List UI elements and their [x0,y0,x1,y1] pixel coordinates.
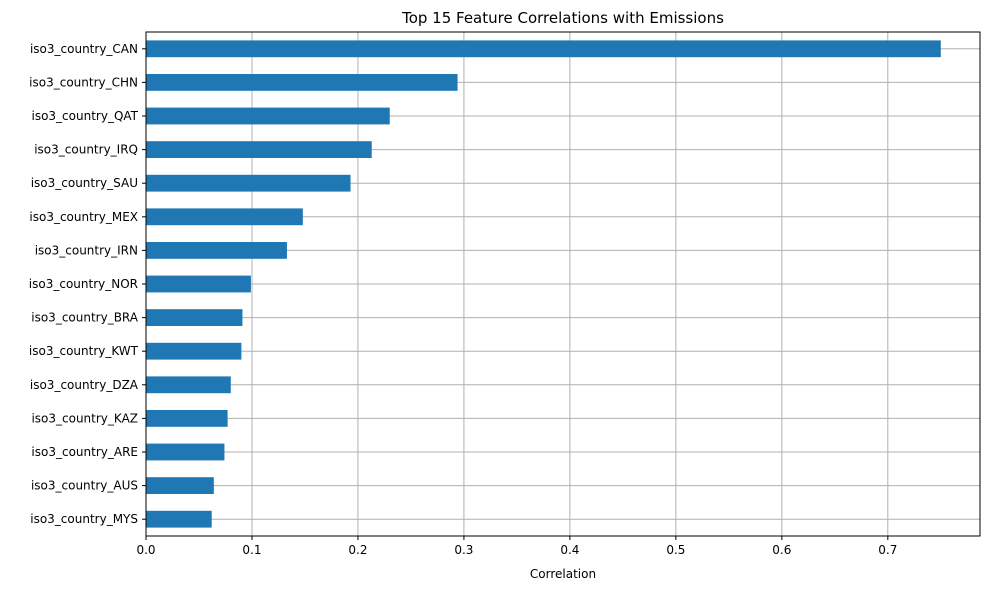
y-tick-label: iso3_country_SAU [31,176,138,190]
y-tick-label: iso3_country_BRA [31,311,139,325]
y-axis-ticks: iso3_country_CAN iso3_country_CHN iso3_cou… [29,42,146,526]
bar-iso3_country_IRN [146,242,287,259]
y-tick-label: iso3_country_CHN [29,75,138,89]
y-tick-label: iso3_country_MYS [30,512,138,526]
bar-iso3_country_NOR [146,275,251,293]
x-tick-label: 0.5 [666,543,685,557]
bar-iso3_country_BRA [146,309,243,326]
bar-iso3_country_KWT [146,342,242,360]
bar-iso3_country_KAZ [146,410,228,427]
bars [146,40,941,528]
y-tick-label: iso3_country_IRN [35,243,138,257]
x-tick-label: 0.3 [454,543,473,557]
x-axis-label: Correlation [530,567,596,581]
plot-frame [145,31,981,537]
chart-title: Top 15 Feature Correlations with Emissio… [401,9,724,27]
y-tick-label: iso3_country_ARE [31,445,138,459]
bar-iso3_country_IRQ [146,141,372,158]
x-tick-label: 0.0 [136,543,155,557]
y-tick-label: iso3_country_MEX [29,210,138,224]
bar-iso3_country_ARE [146,443,225,461]
y-tick-label: iso3_country_CAN [30,42,138,56]
x-axis-ticks: 0.0 0.1 0.2 0.3 0.4 0.5 0.6 0.7 [136,536,897,557]
y-tick-label: iso3_country_KWT [29,344,139,358]
x-tick-label: 0.2 [348,543,367,557]
y-tick-label: iso3_country_DZA [30,378,139,392]
bar-iso3_country_QAT [146,107,390,125]
y-tick-label: iso3_country_AUS [31,479,138,493]
y-tick-label: iso3_country_QAT [31,109,138,123]
bar-iso3_country_DZA [146,376,231,394]
x-tick-label: 0.7 [878,543,897,557]
bar-iso3_country_MEX [146,208,303,226]
x-tick-label: 0.4 [560,543,579,557]
bar-iso3_country_CHN [146,74,458,91]
x-tick-label: 0.1 [242,543,261,557]
y-tick-label: iso3_country_KAZ [31,411,138,425]
bar-iso3_country_AUS [146,477,214,494]
x-tick-label: 0.6 [772,543,791,557]
y-tick-label: iso3_country_IRQ [34,143,138,157]
bar-iso3_country_CAN [146,40,941,58]
y-tick-label: iso3_country_NOR [29,277,138,291]
bar-iso3_country_SAU [146,174,351,192]
bar-iso3_country_MYS [146,510,212,528]
